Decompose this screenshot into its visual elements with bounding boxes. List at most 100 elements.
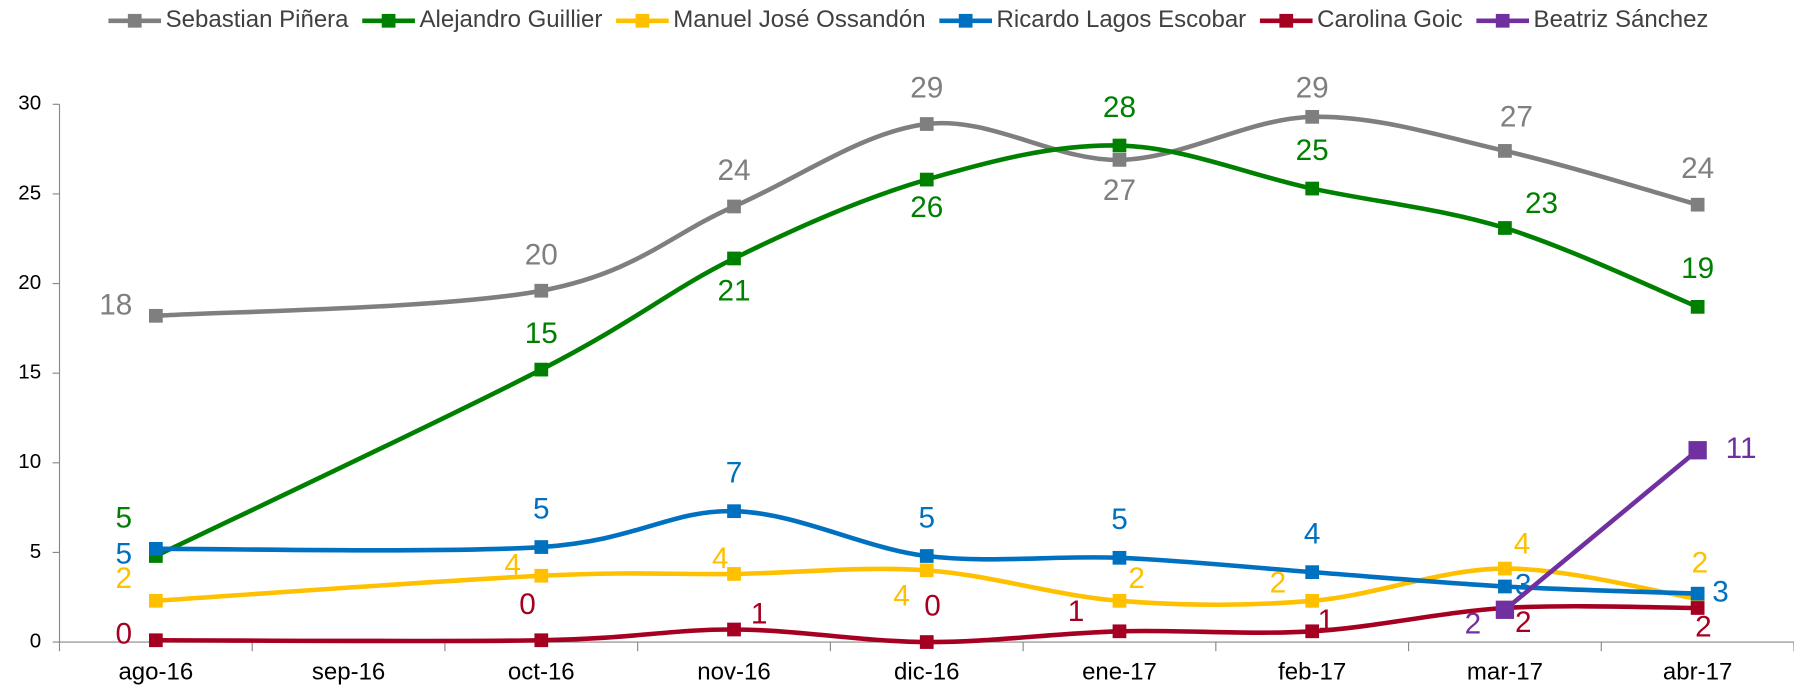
legend: Sebastian Piñera Alejandro Guillier Manuel… — [108, 6, 1708, 33]
point — [727, 199, 741, 214]
x-tick-label: nov-16 — [697, 658, 770, 685]
point — [534, 568, 549, 583]
point — [1112, 550, 1127, 565]
point — [1112, 153, 1127, 167]
data-label: 5 — [116, 538, 133, 571]
point — [534, 362, 549, 377]
legend-item: Manuel José Ossandón — [616, 6, 926, 33]
data-label: 1 — [751, 598, 768, 631]
series: 5 15 21 26 28 25 23 19 — [116, 91, 1714, 563]
legend-item: Beatriz Sánchez — [1476, 6, 1708, 33]
data-label: 5 — [1111, 503, 1128, 536]
x-tick-label: feb-17 — [1278, 658, 1346, 685]
data-label: 19 — [1681, 252, 1714, 285]
y-tick-label: 30 — [18, 92, 41, 115]
point — [727, 567, 741, 581]
point — [534, 633, 549, 648]
point — [1305, 181, 1320, 196]
point — [919, 563, 934, 578]
data-label: 3 — [1712, 576, 1729, 609]
point — [1305, 109, 1320, 124]
data-label: 5 — [918, 501, 935, 534]
y-tick-label: 25 — [18, 181, 41, 204]
point — [1498, 144, 1512, 158]
data-label: 1 — [1068, 595, 1085, 628]
data-label: 0 — [519, 588, 536, 621]
data-label: 18 — [99, 289, 132, 322]
data-label: 7 — [726, 456, 743, 489]
point — [727, 251, 741, 266]
data-label: 21 — [717, 275, 750, 308]
data-label: 1 — [1318, 604, 1335, 637]
data-label: 2 — [1695, 610, 1712, 643]
point — [534, 283, 549, 298]
point — [919, 635, 934, 649]
legend-label: Beatriz Sánchez — [1534, 6, 1709, 33]
point — [1690, 197, 1705, 212]
point — [727, 504, 741, 519]
point — [1690, 299, 1705, 314]
point — [919, 117, 934, 131]
legend-item: Carolina Goic — [1259, 6, 1463, 33]
series: 18 20 24 29 27 29 27 24 — [99, 71, 1714, 323]
data-label: 2 — [1515, 606, 1532, 639]
data-label: 2 — [116, 562, 133, 595]
point — [919, 549, 934, 563]
point — [1688, 441, 1707, 460]
point — [1305, 565, 1320, 580]
point — [148, 633, 163, 648]
data-label: 23 — [1525, 187, 1558, 220]
point — [148, 308, 163, 323]
x-tick-label: ago-16 — [118, 658, 193, 685]
data-label: 29 — [1296, 71, 1329, 104]
data-label: 20 — [525, 238, 558, 271]
series: 2 11 — [1465, 432, 1757, 641]
point — [727, 622, 741, 637]
series-line — [1503, 448, 1700, 612]
legend-marker — [1279, 13, 1294, 28]
y-tick-label: 20 — [18, 271, 41, 294]
data-label: 2 — [1128, 562, 1145, 595]
x-tick-label: dic-16 — [894, 658, 959, 685]
data-label: 4 — [1514, 528, 1531, 561]
data-label: 2 — [1692, 547, 1709, 580]
data-label: 27 — [1103, 174, 1136, 207]
data-label: 4 — [893, 580, 910, 613]
point — [1112, 138, 1127, 153]
data-label: 0 — [924, 590, 941, 623]
legend-label: Alejandro Guillier — [419, 6, 602, 33]
series-line — [155, 566, 1698, 608]
point — [1498, 579, 1512, 594]
x-tick-label: sep-16 — [312, 658, 385, 685]
legend-marker — [635, 13, 650, 28]
point — [1690, 601, 1705, 615]
data-label: 26 — [910, 191, 943, 224]
y-tick-label: 15 — [18, 361, 41, 384]
legend-item: Ricardo Lagos Escobar — [939, 6, 1246, 33]
data-label: 29 — [910, 72, 943, 105]
x-tick-label: ene-17 — [1082, 658, 1157, 685]
legend-label: Sebastian Piñera — [166, 6, 350, 33]
data-label: 2 — [1465, 608, 1482, 641]
point — [1498, 561, 1512, 576]
data-label: 25 — [1296, 134, 1329, 167]
data-label: 4 — [1304, 517, 1321, 550]
data-label: 27 — [1500, 101, 1533, 134]
data-label: 28 — [1103, 91, 1136, 124]
data-label: 4 — [504, 548, 521, 581]
legend-item: Sebastian Piñera — [108, 6, 349, 33]
data-label: 24 — [717, 154, 750, 187]
legend-label: Ricardo Lagos Escobar — [997, 6, 1247, 33]
point — [1690, 586, 1705, 601]
series: 00 1 0 1 1 2 2 — [116, 588, 1712, 651]
legend-label: Manuel José Ossandón — [673, 6, 925, 33]
x-tick-label: oct-16 — [508, 658, 575, 685]
series-line — [155, 508, 1698, 596]
point — [1495, 600, 1515, 619]
point — [148, 541, 163, 556]
point — [534, 540, 549, 554]
data-label: 5 — [533, 492, 550, 525]
x-tick-label: mar-17 — [1467, 658, 1543, 685]
